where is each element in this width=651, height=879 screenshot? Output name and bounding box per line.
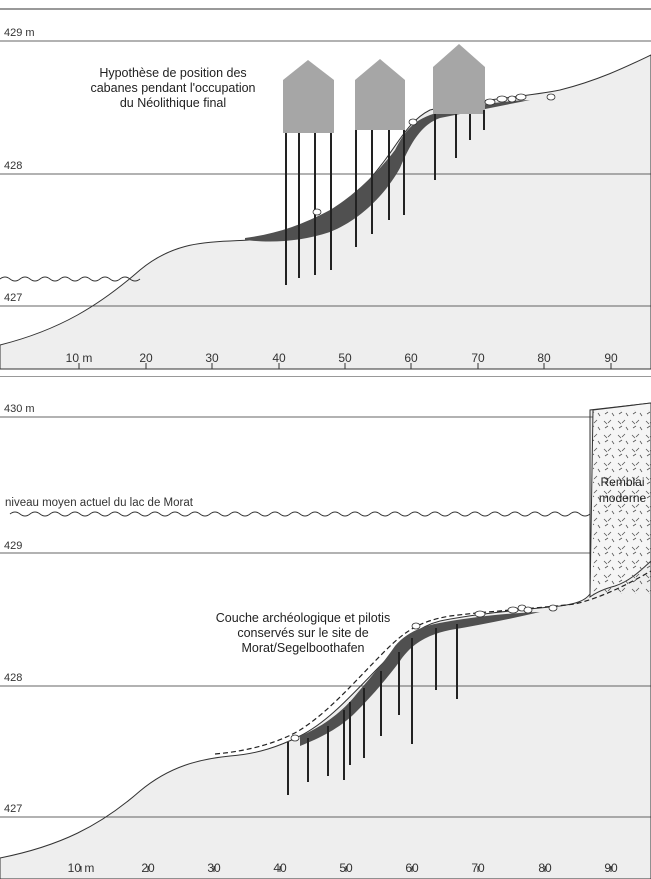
annotation-line: cabanes pendant l'occupation (90, 81, 256, 95)
bottom-stones (290, 604, 558, 742)
x-tick-label: 90 (604, 861, 618, 875)
bottom-profile-panel: 430 m 429 428 427 niveau moyen actuel du… (0, 376, 651, 879)
archaeological-layer (300, 612, 540, 746)
top-profile-drawing (0, 8, 651, 370)
bottom-profile-drawing (0, 376, 651, 879)
archaeological-layer-annotation: Couche archéologique et pilotis conservé… (188, 611, 418, 656)
x-tick-label: 90 (604, 351, 618, 365)
x-tick-label: 80 (538, 861, 552, 875)
x-tick-label: 10 m (65, 351, 93, 365)
elevation-label-430: 430 m (4, 403, 35, 415)
elevation-label-429: 429 (4, 540, 23, 552)
x-tick-label: 30 (205, 351, 219, 365)
x-tick-label: 70 (471, 351, 485, 365)
annotation-line: du Néolithique final (119, 96, 227, 110)
bottom-axis-ticks (80, 866, 612, 872)
x-tick-label: 70 (471, 861, 485, 875)
x-tick-label: 50 (338, 351, 352, 365)
lake-level-wave (9, 511, 591, 517)
annotation-line: Morat/Segelboothafen (241, 641, 365, 655)
x-tick-label: 60 (405, 861, 419, 875)
remblai-label: Remblai moderne (594, 474, 651, 506)
x-tick-label: 50 (339, 861, 353, 875)
top-stones (312, 93, 556, 216)
x-tick-label: 40 (272, 351, 286, 365)
water-level-wave (0, 276, 141, 282)
annotation-line: conservés sur le site de (237, 626, 369, 640)
x-tick-label: 30 (207, 861, 221, 875)
remblai-hatching (593, 410, 651, 594)
elevation-label-429: 429 m (4, 27, 35, 39)
x-tick-label: 20 (139, 351, 153, 365)
x-tick-label: 20 (141, 861, 155, 875)
bottom-piles (287, 624, 458, 795)
x-tick-label: 60 (404, 351, 418, 365)
annotation-line: Couche archéologique et pilotis (215, 611, 391, 625)
archaeological-layer (245, 100, 530, 242)
annotation-line: Hypothèse de position des (99, 66, 247, 80)
former-ground-profile (214, 570, 651, 755)
top-piles (285, 110, 485, 285)
elevation-label-428: 428 (4, 160, 23, 172)
top-profile-panel: 429 m 428 427 Hypothèse de position des … (0, 0, 651, 370)
top-axis-ticks (78, 363, 612, 369)
x-tick-label: 10 m (67, 861, 95, 875)
x-tick-label: 40 (273, 861, 287, 875)
elevation-label-427: 427 (4, 292, 23, 304)
hut-2 (355, 59, 405, 130)
elevation-label-427: 427 (4, 803, 23, 815)
bottom-ground-profile (0, 402, 651, 879)
hut-1 (283, 60, 334, 133)
hut-3 (433, 44, 485, 114)
remblai-label-line: moderne (598, 491, 647, 505)
lake-level-label: niveau moyen actuel du lac de Morat (3, 497, 195, 509)
remblai-label-line: Remblai (600, 475, 645, 489)
elevation-label-428: 428 (4, 672, 23, 684)
x-tick-label: 80 (537, 351, 551, 365)
hut-hypothesis-annotation: Hypothèse de position des cabanes pendan… (58, 66, 288, 111)
